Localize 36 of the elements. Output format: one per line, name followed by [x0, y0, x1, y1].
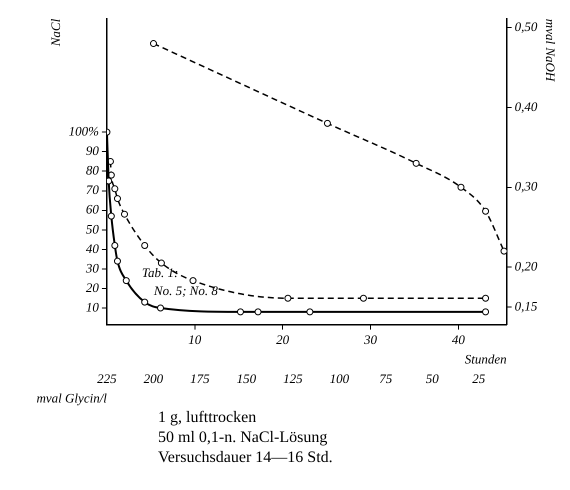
y-tick-label: 40	[86, 240, 100, 256]
x2-tick-label: 225	[97, 371, 118, 386]
y-tick-label: 30	[84, 260, 100, 276]
text: 50 ml 0,1-n. NaCl-Lösung	[158, 428, 328, 448]
y-tick-label: 20	[86, 280, 100, 295]
annotation: Tab. 1:	[142, 265, 178, 280]
x2-tick-label: 200	[144, 371, 164, 386]
y-tick-label: 70	[86, 182, 100, 198]
y-tick-label: 10	[86, 299, 100, 314]
x2-tick-label: 50	[426, 371, 440, 386]
y2-axis-title: mval NaOH	[542, 18, 558, 82]
y2-tick-label: 0,15	[514, 298, 538, 314]
x2-tick-label: 125	[283, 371, 304, 386]
y-tick-label: 60	[86, 202, 100, 217]
x-axis-title: Stunden	[464, 351, 507, 366]
x-tick-label: 10	[188, 332, 202, 347]
y2-tick-label: 0,20	[514, 258, 538, 274]
x2-tick-label: 150	[236, 371, 257, 386]
y-tick-label: 90	[86, 143, 100, 158]
y-tick-label: 100%	[68, 124, 100, 139]
y-tick-label: 50	[86, 221, 100, 236]
x2-axis-title: mval Glycin/l	[36, 390, 108, 406]
x-tick-label: 30	[362, 332, 378, 347]
text: Versuchsdauer 14—16 Std.	[158, 448, 334, 468]
y2-tick-label: 0,50	[514, 19, 538, 34]
x2-tick-label: 175	[190, 371, 210, 386]
x-tick-label: 20	[276, 332, 290, 347]
y-axis-title: NaCl	[48, 18, 64, 48]
x2-tick-label: 75	[379, 371, 393, 386]
x2-tick-label: 100	[330, 371, 350, 386]
y-tick-label: 80	[86, 162, 100, 178]
y2-tick-label: 0,40	[514, 98, 538, 114]
x-tick-label: 40	[452, 332, 466, 347]
x2-tick-label: 25	[472, 371, 486, 386]
text: 1 g, lufttrocken	[158, 408, 258, 428]
y2-tick-label: 0,30	[514, 178, 538, 194]
